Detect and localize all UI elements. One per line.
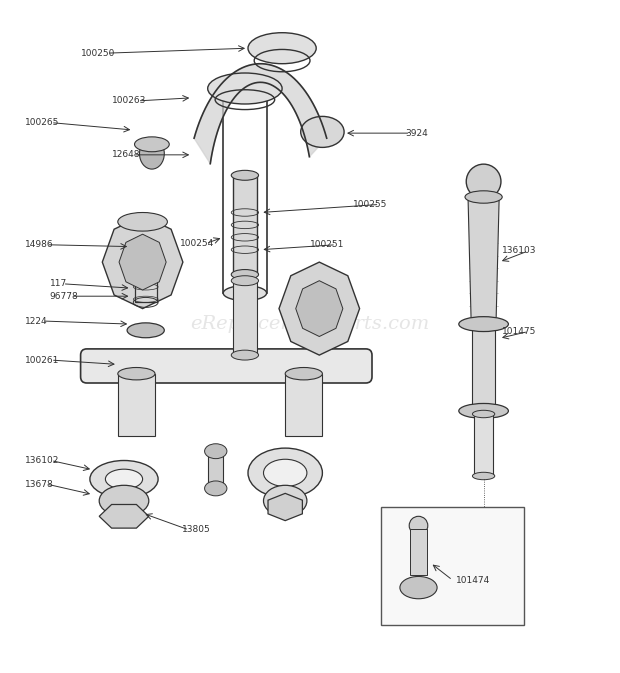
- Text: 100250: 100250: [81, 48, 115, 58]
- Text: 13805: 13805: [182, 526, 211, 534]
- Text: 100255: 100255: [353, 200, 388, 209]
- Text: 1224: 1224: [25, 316, 47, 326]
- Ellipse shape: [128, 250, 163, 262]
- Ellipse shape: [208, 73, 282, 104]
- Ellipse shape: [472, 472, 495, 480]
- Polygon shape: [279, 262, 360, 355]
- Bar: [135, 250, 157, 302]
- Text: 117: 117: [50, 279, 67, 288]
- Ellipse shape: [231, 276, 259, 285]
- Ellipse shape: [465, 191, 502, 203]
- Ellipse shape: [459, 317, 508, 332]
- Bar: [410, 529, 427, 575]
- Bar: [472, 324, 495, 411]
- Text: 100263: 100263: [112, 96, 146, 106]
- FancyBboxPatch shape: [81, 349, 372, 383]
- Ellipse shape: [205, 444, 227, 458]
- Ellipse shape: [264, 485, 307, 516]
- Ellipse shape: [264, 459, 307, 487]
- Bar: [118, 374, 155, 435]
- Ellipse shape: [409, 516, 428, 535]
- Text: 136103: 136103: [502, 246, 537, 256]
- Bar: [285, 374, 322, 435]
- Polygon shape: [468, 200, 499, 324]
- Ellipse shape: [133, 245, 158, 254]
- Polygon shape: [99, 505, 149, 528]
- Bar: [474, 414, 493, 476]
- Ellipse shape: [472, 411, 495, 418]
- Polygon shape: [102, 215, 183, 309]
- Ellipse shape: [223, 285, 267, 301]
- Ellipse shape: [127, 323, 164, 338]
- Text: 100261: 100261: [25, 355, 59, 365]
- Ellipse shape: [400, 577, 437, 599]
- Ellipse shape: [301, 116, 344, 147]
- Ellipse shape: [459, 403, 508, 419]
- Ellipse shape: [135, 137, 169, 151]
- Ellipse shape: [285, 367, 322, 380]
- Text: eReplacementParts.com: eReplacementParts.com: [190, 315, 430, 333]
- Ellipse shape: [248, 33, 316, 64]
- Text: 101475: 101475: [502, 327, 536, 336]
- Bar: [208, 451, 223, 489]
- Ellipse shape: [140, 138, 164, 169]
- Ellipse shape: [105, 469, 143, 489]
- Text: 100265: 100265: [25, 118, 59, 127]
- Ellipse shape: [466, 164, 501, 199]
- Text: 96778: 96778: [50, 291, 78, 301]
- Text: 100254: 100254: [180, 239, 214, 248]
- Polygon shape: [119, 234, 166, 290]
- Text: 101474: 101474: [456, 575, 490, 585]
- Ellipse shape: [248, 448, 322, 498]
- Text: 136102: 136102: [25, 456, 59, 465]
- Text: 3924: 3924: [405, 129, 428, 138]
- Ellipse shape: [231, 170, 259, 180]
- Text: 100251: 100251: [310, 240, 344, 249]
- Polygon shape: [268, 493, 303, 521]
- Polygon shape: [296, 281, 343, 336]
- Ellipse shape: [90, 460, 158, 498]
- Text: 14986: 14986: [25, 240, 53, 249]
- Bar: [232, 281, 257, 355]
- Ellipse shape: [231, 350, 259, 360]
- FancyBboxPatch shape: [381, 507, 524, 625]
- Bar: [232, 175, 257, 275]
- Ellipse shape: [99, 485, 149, 516]
- Ellipse shape: [118, 213, 167, 231]
- Ellipse shape: [231, 270, 259, 279]
- Text: 13678: 13678: [25, 480, 53, 489]
- Ellipse shape: [118, 367, 155, 380]
- Text: 12648: 12648: [112, 150, 140, 160]
- Ellipse shape: [205, 481, 227, 496]
- Polygon shape: [194, 64, 327, 164]
